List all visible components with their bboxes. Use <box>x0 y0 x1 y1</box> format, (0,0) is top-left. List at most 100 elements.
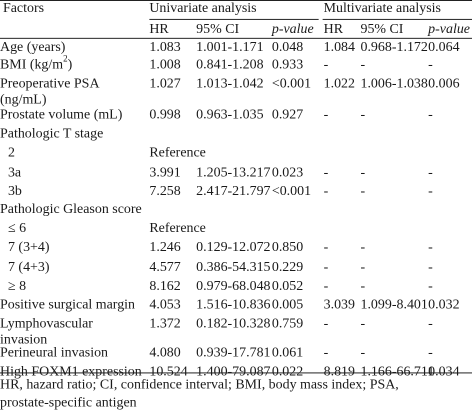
row-label: BMI (kg/m2) <box>0 54 73 73</box>
cell-u-ci: 0.129-12.072 <box>196 239 271 255</box>
multivariate-rule <box>322 18 472 20</box>
row-label-continued: (ng/mL) <box>0 92 47 108</box>
cell-u-p: 0.022 <box>271 364 304 380</box>
cell-m-hr: 8.819 <box>323 364 355 380</box>
cell-m-p: 0.034 <box>428 364 460 380</box>
cell-m-p: - <box>428 316 433 332</box>
cell-m-ci: 1.166-66.711 <box>360 364 435 380</box>
cell-m-hr: - <box>323 259 329 275</box>
cell-m-ci: - <box>360 57 366 73</box>
footnote-line-1: HR, hazard ratio; CI, confidence interva… <box>0 377 399 393</box>
cell-u-p: <0.001 <box>271 76 312 92</box>
footnote-line-2: prostate-specific antigen <box>0 395 137 411</box>
cell-m-p: 0.064 <box>428 39 460 55</box>
cell-u-hr: 8.162 <box>149 278 181 294</box>
header-factors: Factors <box>2 0 45 16</box>
row-label: Perineural invasion <box>0 345 109 361</box>
row-label-continued: invasion <box>0 332 48 348</box>
cell-u-ci: 0.841-1.208 <box>196 57 264 73</box>
cell-u-hr: 7.258 <box>149 184 181 200</box>
bottom-rule <box>0 372 472 374</box>
cell-m-ci: - <box>360 107 366 123</box>
cell-m-ci: - <box>360 184 366 200</box>
cell-m-hr: - <box>323 278 329 294</box>
cell-m-ci: 0.968-1.172 <box>360 39 428 55</box>
row-label: Pathologic T stage <box>0 126 104 142</box>
cell-m-p: - <box>428 184 433 200</box>
cell-m-hr: - <box>323 57 329 73</box>
cell-m-hr: 1.084 <box>323 39 355 55</box>
cell-u-hr: 0.998 <box>149 107 181 123</box>
cell-u-p: 0.759 <box>271 316 304 332</box>
cell-m-ci: - <box>360 316 366 332</box>
cell-u-hr: Reference <box>149 221 206 236</box>
cell-m-ci: - <box>360 278 366 294</box>
row-label: Preoperative PSA <box>0 76 100 92</box>
cell-u-hr: 1.246 <box>149 239 181 255</box>
row-label: Prostate volume (mL) <box>0 107 123 123</box>
header-univariate: Univariate analysis <box>149 0 257 16</box>
cell-m-hr: - <box>323 345 329 361</box>
row-label: 3a <box>7 165 22 181</box>
cell-u-p: 0.850 <box>271 239 304 255</box>
univariate-rule <box>149 18 319 20</box>
cell-m-hr: - <box>323 107 329 123</box>
cell-u-ci: 1.205-13.217 <box>196 165 271 181</box>
cell-m-hr: - <box>323 239 329 255</box>
cell-u-ci: 1.013-1.042 <box>196 76 264 92</box>
cell-u-ci: 0.939-17.781 <box>196 345 271 361</box>
cell-u-p: 0.005 <box>271 297 304 313</box>
cell-m-ci: - <box>360 345 366 361</box>
cell-m-hr: 1.022 <box>323 76 355 92</box>
cell-m-p: - <box>428 165 433 181</box>
row-label: 7 (4+3) <box>7 259 50 275</box>
row-label: Lymphovascular <box>0 316 93 332</box>
cell-m-p: - <box>428 239 433 255</box>
row-label: High FOXM1 expression <box>0 364 142 380</box>
cell-u-ci: 1.516-10.836 <box>196 297 271 313</box>
cell-m-hr: 3.039 <box>323 297 355 313</box>
cell-u-ci: 2.417-21.797 <box>196 184 271 200</box>
cell-u-hr: 3.991 <box>149 165 181 181</box>
cell-m-p: - <box>428 278 433 294</box>
cell-u-p: 0.927 <box>271 107 304 123</box>
cell-u-p: <0.001 <box>271 184 312 200</box>
cell-u-hr: 1.027 <box>149 76 181 92</box>
cell-u-hr: 1.083 <box>149 39 181 55</box>
cell-m-p: - <box>428 345 433 361</box>
cell-m-p: 0.032 <box>428 297 460 313</box>
cell-m-ci: 1.006-1.038 <box>360 76 428 92</box>
cell-u-hr: 4.080 <box>149 345 181 361</box>
header-u-ci: 95% CI <box>196 21 240 37</box>
header-m-ci: 95% CI <box>360 21 404 37</box>
cell-u-p: 0.229 <box>271 259 304 275</box>
cell-u-hr: 4.577 <box>149 259 181 275</box>
header-u-pvalue: p-value <box>271 21 314 37</box>
cell-u-p: 0.048 <box>271 39 304 55</box>
cell-u-p: 0.052 <box>271 278 304 294</box>
cell-u-p: 0.933 <box>271 57 304 73</box>
row-label: Age (years) <box>0 39 66 55</box>
cell-u-ci: 0.979-68.048 <box>196 278 271 294</box>
header-rule <box>0 37 472 39</box>
cell-m-ci: - <box>360 165 366 181</box>
row-label-superscript: 2 <box>63 54 68 65</box>
cell-m-hr: - <box>323 184 329 200</box>
header-m-hr: HR <box>323 21 343 37</box>
header-m-pvalue: p-value <box>428 21 470 37</box>
cell-m-p: - <box>428 57 433 73</box>
cell-u-ci: 1.001-1.171 <box>196 39 264 55</box>
cell-m-hr: - <box>323 316 329 332</box>
row-label: Pathologic Gleason score <box>0 202 142 218</box>
cell-u-hr: Reference <box>149 145 206 161</box>
row-label-suffix: ) <box>67 57 73 73</box>
row-label: Positive surgical margin <box>0 297 136 313</box>
top-rule <box>0 0 472 1</box>
row-label: ≤ 6 <box>7 221 27 236</box>
cell-u-hr: 1.008 <box>149 57 181 73</box>
cell-u-ci: 1.400-79.087 <box>196 364 271 380</box>
cell-m-p: - <box>428 259 433 275</box>
cell-m-ci: - <box>360 239 366 255</box>
row-label: 7 (3+4) <box>7 239 50 255</box>
